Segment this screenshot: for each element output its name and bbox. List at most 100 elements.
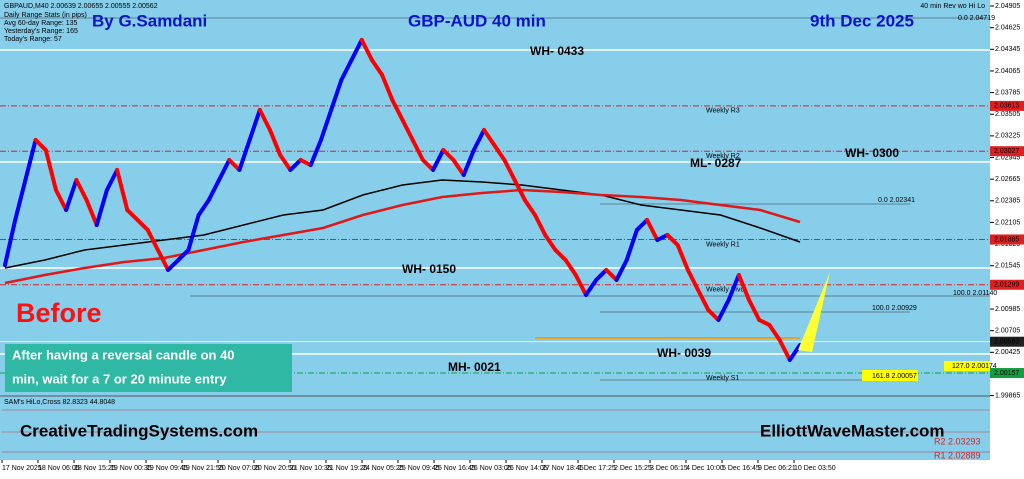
price-segment (614, 258, 629, 282)
price-segment (145, 227, 160, 252)
author: By G.Samdani (92, 11, 207, 30)
note-box (5, 344, 292, 392)
price-segment (777, 338, 792, 362)
y-tick-label: 2.04905 (995, 3, 1020, 10)
fib-box (944, 361, 990, 371)
price-segment (115, 167, 130, 213)
price-segment (176, 247, 191, 263)
x-tick-label: 18 Nov 15:25 (74, 465, 116, 472)
panel-title: 40 min Rev wo Hi Lo (920, 3, 985, 10)
price-box-label: 2.00157 (994, 370, 1019, 377)
price-segment (451, 158, 466, 177)
price-segment (247, 107, 262, 142)
x-tick-label: 21 Nov 10:35 (290, 465, 332, 472)
price-segment (685, 267, 701, 293)
price-segment (339, 57, 354, 82)
y-tick-label: 2.03225 (995, 133, 1020, 140)
price-segment (196, 197, 211, 217)
arrow (798, 272, 830, 352)
price-segment (747, 297, 762, 322)
price-segment (726, 273, 741, 302)
price-segment (390, 98, 405, 122)
x-tick-label: 20 Nov 20:50 (254, 465, 296, 472)
price-segment (257, 107, 272, 133)
moving-average (4, 179, 801, 269)
pivot-name: Weekly R1 (706, 241, 740, 248)
price-segment (492, 143, 507, 162)
fib-label: 100.0 2.00929 (872, 305, 917, 312)
x-tick-label: 26 Nov 03:05 (470, 465, 512, 472)
headline: Before (16, 298, 102, 328)
price-segment (543, 232, 558, 252)
x-tick-label: 26 Nov 14:05 (506, 465, 548, 472)
annotation: ML- 0287 (690, 156, 742, 170)
price-segment (400, 117, 415, 142)
price-segment (43, 148, 58, 192)
x-tick-label: 24 Nov 05:25 (362, 465, 404, 472)
stat: Daily Range Stats (in pips) (4, 12, 87, 19)
price-segment (104, 167, 120, 192)
fib-label: 127.0 2.00174 (952, 363, 997, 370)
price-segment (533, 212, 548, 237)
price-segment (237, 137, 252, 172)
price-segment (227, 158, 242, 172)
pivot-name: Weekly R2 (706, 153, 740, 160)
footer-left: CreativeTradingSystems.com (20, 421, 258, 440)
price-segment (155, 247, 171, 272)
y-tick-label: 1.99865 (995, 392, 1020, 399)
price-segment (604, 267, 619, 282)
price-segment (3, 217, 18, 267)
price-segment (278, 152, 293, 172)
stat: Today's Range: 57 (4, 36, 62, 43)
y-tick-label: 2.02385 (995, 198, 1020, 205)
annotation: WH- 0433 (530, 44, 584, 58)
pivot-name: Weekly Pivot (706, 287, 746, 294)
x-tick-label: 20 Nov 07:05 (218, 465, 260, 472)
x-tick-label: 1 Dec 17:25 (578, 465, 616, 472)
annotation: WH- 0150 (402, 262, 456, 276)
price-segment (349, 37, 364, 62)
y-tick-label: 2.04065 (995, 68, 1020, 75)
price-segment (594, 267, 609, 282)
y-tick-label: 2.04345 (995, 46, 1020, 53)
price-segment (64, 178, 79, 213)
x-tick-label: 10 Dec 03:50 (794, 465, 836, 472)
y-tick-label: 2.03505 (995, 111, 1020, 118)
x-tick-label: 17 Nov 2025 (2, 465, 42, 472)
price-segment (471, 128, 487, 153)
chart-title: GBP-AUD 40 min (408, 11, 546, 30)
x-tick-label: 19 Nov 00:35 (110, 465, 152, 472)
price-segment (461, 148, 476, 177)
annotation: WH- 0300 (845, 146, 899, 160)
price-segment (573, 273, 588, 297)
price-segment (736, 273, 752, 302)
x-tick-label: 25 Nov 16:45 (434, 465, 476, 472)
price-box (990, 279, 1024, 290)
price-box (990, 368, 1024, 379)
fib-box (862, 370, 918, 381)
price-segment (166, 258, 181, 272)
y-tick-label: 2.01545 (995, 263, 1020, 270)
y-tick-label: 2.00985 (995, 306, 1020, 313)
x-tick-label: 9 Dec 06:21 (758, 465, 796, 472)
annotation: WH- 0039 (657, 346, 711, 360)
symbol-info: GBPAUD,M40 2.00639 2.00655 2.00555 2.005… (4, 3, 158, 10)
price-segment (74, 178, 89, 202)
price-segment (135, 217, 150, 232)
price-segment (634, 217, 650, 232)
price-segment (716, 297, 731, 322)
price-box (990, 336, 1024, 347)
price-segment (329, 78, 344, 112)
fib-label: 0.0 2.02341 (878, 197, 915, 204)
x-tick-label: 25 Nov 09:45 (398, 465, 440, 472)
price-box (990, 234, 1024, 245)
price-segment (482, 128, 497, 148)
x-tick-label: 3 Dec 06:15 (650, 465, 688, 472)
price-segment (645, 217, 660, 242)
note: min, wait for a 7 or 20 minute entry (12, 371, 227, 386)
price-segment (675, 243, 690, 272)
x-tick-label: 18 Nov 06:05 (38, 465, 80, 472)
y-tick-label: 2.00705 (995, 328, 1020, 335)
fib-label: 161.8 2.00057 (872, 373, 917, 380)
price-segment (420, 158, 436, 172)
